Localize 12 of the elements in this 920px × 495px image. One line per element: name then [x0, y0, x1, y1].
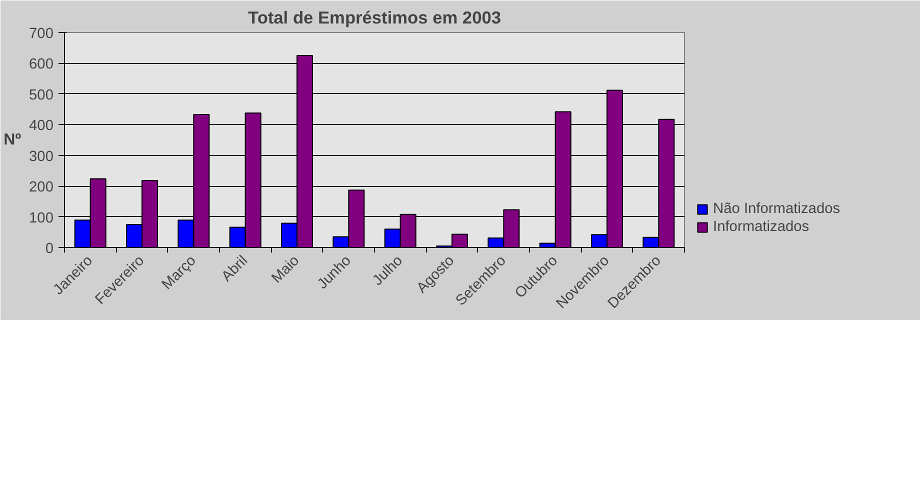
- legend-label: Informatizados: [713, 219, 810, 235]
- legend-label: Não Informatizados: [713, 201, 840, 217]
- y-tick-label: 700: [29, 26, 54, 42]
- y-axis-title: Nº: [4, 132, 22, 148]
- y-tick-label: 100: [29, 210, 54, 226]
- y-tick-label: 300: [29, 148, 54, 165]
- y-tick-label: 500: [29, 87, 54, 104]
- y-tick-label: 200: [29, 180, 54, 196]
- y-tick-label: 600: [29, 56, 54, 73]
- y-tick-label: 0: [45, 241, 54, 257]
- y-tick-label: 400: [29, 118, 54, 134]
- chart-title: Total de Empréstimos em 2003: [248, 8, 502, 28]
